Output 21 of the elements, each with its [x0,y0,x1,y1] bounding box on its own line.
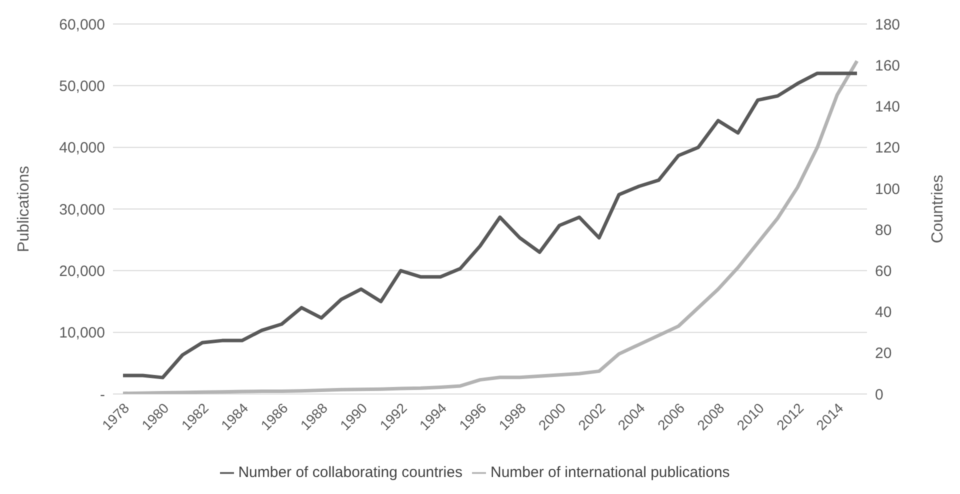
y2-tick-label: 100 [875,180,900,198]
y-tick-label: - [100,386,105,404]
y2-axis-title: Countries [930,174,947,244]
y-axis-title: Publications [16,166,33,252]
y2-tick-label: 180 [875,16,900,34]
y-tick-label: 20,000 [59,262,105,280]
y-tick-label: 60,000 [59,16,105,34]
y2-tick-label: 60 [875,262,892,280]
legend-label: Number of collaborating countries [238,464,462,481]
y-tick-label: 30,000 [59,201,105,218]
y-tick-label: 50,000 [59,78,105,95]
y-tick-label: 10,000 [59,324,105,342]
legend-label: Number of international publications [490,464,730,481]
y2-tick-label: 0 [875,386,884,404]
y2-tick-label: 20 [875,345,892,362]
y2-tick-label: 120 [875,140,900,157]
y2-tick-label: 40 [875,304,892,322]
y2-tick-label: 140 [875,98,900,116]
y2-tick-label: 80 [875,222,892,239]
y2-tick-label: 160 [875,57,900,74]
y-tick-label: 40,000 [59,140,105,157]
